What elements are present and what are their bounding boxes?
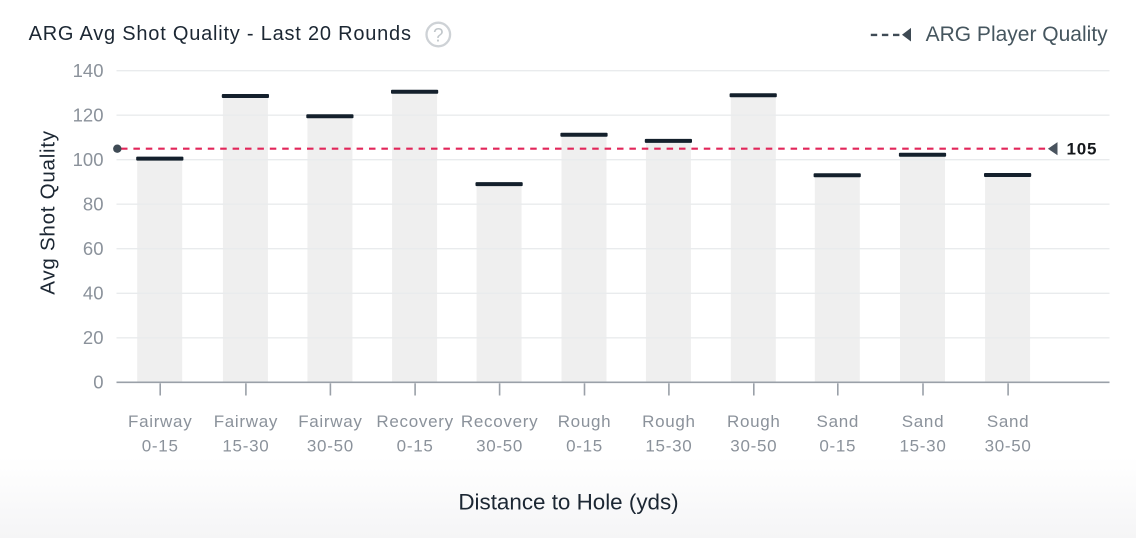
svg-text:Avg Shot Quality: Avg Shot Quality bbox=[36, 130, 59, 295]
svg-text:40: 40 bbox=[83, 283, 104, 304]
svg-text:Rough: Rough bbox=[727, 412, 781, 431]
svg-text:ARG Avg Shot Quality - Last 20: ARG Avg Shot Quality - Last 20 Rounds bbox=[29, 23, 412, 45]
svg-text:30-50: 30-50 bbox=[985, 437, 1032, 456]
svg-text:105: 105 bbox=[1067, 140, 1098, 159]
svg-text:0-15: 0-15 bbox=[819, 437, 856, 456]
svg-text:30-50: 30-50 bbox=[307, 437, 354, 456]
svg-text:Fairway: Fairway bbox=[214, 412, 278, 431]
svg-text:20: 20 bbox=[83, 327, 104, 348]
svg-text:0-15: 0-15 bbox=[142, 437, 179, 456]
svg-text:0-15: 0-15 bbox=[566, 437, 603, 456]
svg-text:Recovery: Recovery bbox=[376, 412, 453, 431]
svg-text:15-30: 15-30 bbox=[900, 437, 947, 456]
svg-text:80: 80 bbox=[83, 194, 104, 215]
svg-text:100: 100 bbox=[73, 149, 104, 170]
svg-text:?: ? bbox=[433, 26, 444, 47]
svg-text:Rough: Rough bbox=[558, 412, 612, 431]
svg-text:Sand: Sand bbox=[817, 412, 860, 431]
svg-text:Rough: Rough bbox=[642, 412, 696, 431]
svg-text:0-15: 0-15 bbox=[397, 437, 434, 456]
svg-text:Fairway: Fairway bbox=[298, 412, 362, 431]
svg-text:Fairway: Fairway bbox=[128, 412, 192, 431]
svg-text:Sand: Sand bbox=[987, 412, 1030, 431]
svg-text:30-50: 30-50 bbox=[476, 437, 523, 456]
svg-text:120: 120 bbox=[73, 105, 104, 126]
svg-text:15-30: 15-30 bbox=[222, 437, 269, 456]
svg-text:60: 60 bbox=[83, 238, 104, 259]
svg-text:15-30: 15-30 bbox=[645, 437, 692, 456]
svg-text:Sand: Sand bbox=[902, 412, 945, 431]
svg-text:Recovery: Recovery bbox=[461, 412, 538, 431]
svg-text:140: 140 bbox=[73, 60, 104, 81]
svg-text:ARG Player Quality: ARG Player Quality bbox=[926, 23, 1109, 46]
svg-text:30-50: 30-50 bbox=[730, 437, 777, 456]
svg-text:0: 0 bbox=[93, 372, 103, 393]
svg-text:Distance to Hole (yds): Distance to Hole (yds) bbox=[458, 489, 678, 514]
